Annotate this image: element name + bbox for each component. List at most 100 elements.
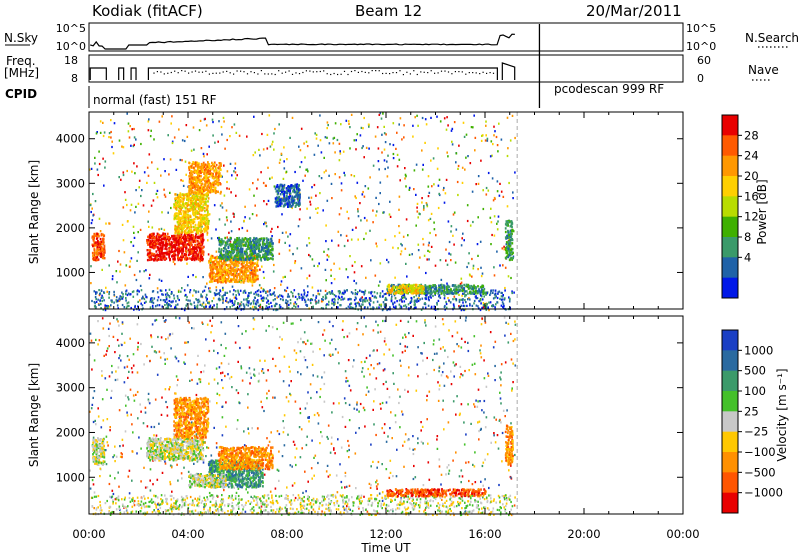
power-noise-pixel [278,252,281,255]
power-noise-pixel [395,147,397,150]
power-echo-pixel [253,236,255,240]
power-echo-pixel [192,208,195,211]
power-noise-pixel [363,116,365,120]
power-noise-pixel [514,136,516,140]
power-ground-pixel [318,293,321,296]
power-echo-pixel [153,242,156,246]
power-ground-pixel [276,302,278,306]
power-echo-pixel [197,168,200,171]
power-echo-pixel [188,257,191,260]
power-echo-pixel [190,225,193,229]
power-echo-pixel [147,238,150,242]
nave-dot [285,71,287,73]
power-echo-pixel [167,243,170,246]
power-noise-pixel [385,292,387,295]
power-echo-pixel [193,257,196,260]
power-echo-pixel [245,274,248,277]
power-echo-pixel [240,250,243,254]
power-ground-pixel [383,293,386,296]
power-ground-pixel [333,301,336,304]
power-ground-pixel [376,306,378,309]
power-ground-pixel [362,300,364,303]
power-echo-pixel [203,176,205,180]
power-echo-pixel [179,238,182,241]
power-echo-pixel [197,227,200,230]
power-echo-pixel [227,278,230,281]
power-noise-pixel [443,201,446,204]
power-noise-pixel [207,253,210,256]
power-noise-pixel [512,255,515,258]
power-echo-pixel [165,251,168,254]
power-ground-pixel [127,301,130,304]
power-ground-pixel [452,303,455,306]
power-echo-pixel [247,276,250,280]
power-noise-pixel [432,157,435,160]
power-noise-pixel [454,261,457,264]
power-noise-pixel [132,145,135,148]
power-echo-pixel [237,268,239,271]
power-noise-pixel [497,150,499,153]
power-echo-pixel [266,258,269,261]
power-ground-pixel [464,295,466,298]
power-ground-pixel [329,292,332,295]
power-noise-pixel [96,131,98,134]
cpid-label: CPID [5,87,37,101]
power-echo-pixel [264,246,267,249]
power-ground-pixel [247,301,250,304]
power-noise-pixel [491,177,494,180]
power-noise-pixel [439,259,442,262]
power-echo-pixel [222,240,225,243]
power-echo-pixel [213,279,216,282]
power-noise-pixel [258,148,260,151]
power-ground-pixel [325,307,327,310]
power-ground-pixel [164,293,167,296]
power-noise-pixel [309,255,312,258]
power-echo-pixel [253,266,256,269]
power-echo-pixel [230,247,233,251]
power-echo-pixel [187,229,190,233]
power-ground-pixel [187,299,189,302]
power-echo-pixel [199,225,201,228]
power-echo-pixel [162,256,165,259]
power-echo-pixel [221,279,224,283]
power-noise-pixel [124,191,126,194]
power-echo-pixel [99,250,102,253]
power-echo-pixel [218,280,221,283]
power-echo-pixel [215,163,218,167]
power-ground-pixel [427,298,430,301]
power-echo-pixel [214,165,217,169]
power-echo-pixel [180,242,183,245]
power-echo-pixel [165,248,168,251]
power-echo-pixel [236,245,238,248]
power-ground-pixel [341,295,343,298]
power-noise-pixel [413,188,415,191]
power-ground-pixel [337,301,339,304]
power-noise-pixel [156,196,159,199]
power-ground-pixel [418,294,420,297]
power-echo-pixel [188,238,191,241]
power-noise-pixel [332,302,335,305]
power-noise-pixel [315,295,318,298]
power-noise-pixel [493,266,495,269]
power-noise-pixel [357,208,359,211]
power-noise-pixel [103,131,106,134]
power-noise-pixel [217,140,219,143]
power-echo-pixel [185,237,188,241]
power-ground-pixel [382,295,384,298]
power-noise-pixel [368,147,370,150]
power-ground-pixel [362,299,364,302]
power-noise-pixel [315,207,317,210]
power-ground-pixel [200,295,202,298]
power-echo-pixel [193,220,196,224]
power-echo-pixel [237,248,239,251]
nave-dot [153,72,155,74]
power-noise-pixel [324,289,327,292]
power-noise-pixel [447,220,450,223]
power-ground-pixel [304,301,307,304]
power-ground-pixel [331,291,333,294]
power-echo-pixel [228,239,231,242]
power-ground-pixel [140,302,142,305]
power-ground-pixel [473,299,476,303]
power-noise-pixel [496,222,498,225]
power-echo-pixel [197,230,199,233]
